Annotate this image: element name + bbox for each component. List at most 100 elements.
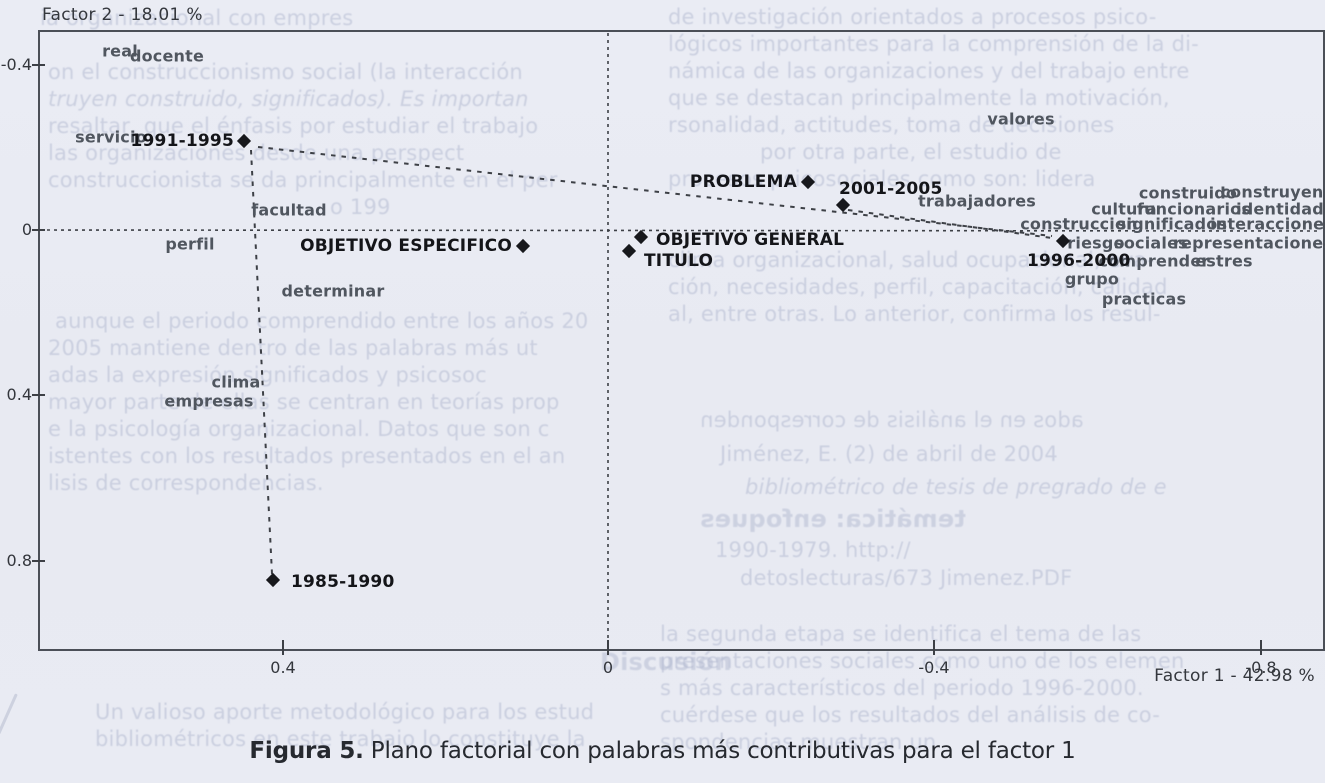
word-label: construido xyxy=(1138,183,1238,203)
data-point-label: 1985-1990 xyxy=(291,572,395,592)
word-label: determinar xyxy=(281,281,385,301)
ghost-text-line: ción, necesidades, perfil, capacitación,… xyxy=(668,275,1168,299)
data-point-diamond xyxy=(835,197,851,213)
word-label: facultad xyxy=(251,200,327,220)
x-tick-label: 0 xyxy=(602,658,614,677)
ghost-text-line: 2005 mantiene dentro de las palabras más… xyxy=(48,336,538,360)
ghost-text-line: Jiménez, E. (2) de abril de 2004 xyxy=(720,442,1058,466)
word-label: funcionarios xyxy=(1136,199,1252,219)
data-point-label: 1996-2000 xyxy=(1027,251,1131,271)
x-tick-label: -0.4 xyxy=(918,658,950,677)
x-tick-label: -0.8 xyxy=(1245,658,1277,677)
ghost-text-line: al, entre otras. Lo anterior, confirma l… xyxy=(668,302,1161,326)
word-label: estres xyxy=(1195,251,1253,271)
ghost-text-line: que se destacan principalmente la motiva… xyxy=(668,86,1170,110)
ghost-text-line: Un valioso aporte metodológico para los … xyxy=(95,700,595,724)
word-label: interacciones xyxy=(1210,214,1325,234)
data-point-label: 1991-1995 xyxy=(130,131,234,151)
ghost-text-line: s más característicos del periodo 1996-2… xyxy=(660,676,1144,700)
ghost-text-line: námica de las organizaciones y del traba… xyxy=(668,59,1190,83)
ghost-text-line: lisis de correspondencias. xyxy=(48,471,324,495)
data-point-label: OBJETIVO GENERAL xyxy=(656,230,845,250)
word-label: docente xyxy=(129,46,205,66)
x-axis-title: Factor 1 - 42.98 % xyxy=(1154,666,1315,686)
ghost-text-line: construccionista se da principalmente en… xyxy=(48,168,558,192)
ghost-text-line: aunque el periodo comprendido entre los … xyxy=(55,309,589,333)
word-label: cultura xyxy=(1091,199,1157,219)
ghost-text-line: bibliométrico de tesis de pregrado de e xyxy=(745,475,1167,499)
ghost-text-line: resaltar, que el énfasis por estudiar el… xyxy=(48,114,539,138)
word-label: construccion xyxy=(1020,214,1138,234)
ghost-text-line: spondencias muestran un xyxy=(660,730,937,754)
word-label: comprender xyxy=(1098,251,1210,271)
data-point-diamond xyxy=(1055,233,1071,249)
word-label: identidad xyxy=(1236,199,1324,219)
ghost-text-line: rsonalidad, actitudes, toma de decisione… xyxy=(668,113,1115,137)
word-label: sociales xyxy=(1114,233,1188,253)
ghost-text-line: truyen construido, significados). Es imp… xyxy=(48,87,529,111)
y-tick-label: 0.8 xyxy=(6,551,32,570)
data-point-label: PROBLEMA xyxy=(689,172,797,192)
ghost-text-line: bibliométricos en este trabajo lo consti… xyxy=(95,727,586,751)
word-label: trabajadores xyxy=(918,191,1036,211)
x-tick-label: 0.4 xyxy=(270,658,296,677)
data-point-label: OBJETIVO ESPECIFICO xyxy=(300,236,512,256)
y-axis-title: Factor 2 - 18.01 % xyxy=(42,5,203,25)
word-label: grupo xyxy=(1064,269,1120,289)
word-label: valores xyxy=(987,109,1055,129)
ghost-text-line: por otra parte, el estudio de xyxy=(760,140,1062,164)
y-tick-label: -0.4 xyxy=(0,55,32,74)
data-point-diamond xyxy=(265,572,281,588)
ghost-text-line: presentaciones sociales como uno de los … xyxy=(660,649,1185,673)
plot-border xyxy=(38,30,1325,651)
ghost-text-line: ia organizacional con empres xyxy=(40,6,354,30)
ghost-text-line: 1990-1979. http:// xyxy=(715,538,911,562)
figure-caption-number: Figura 5. xyxy=(249,738,364,764)
word-label: significados xyxy=(1116,214,1228,234)
ghost-text-line: la segunda etapa se identifica el tema d… xyxy=(660,622,1142,646)
figure-caption-text: Plano factorial con palabras más contrib… xyxy=(363,738,1076,764)
word-label: empresas xyxy=(164,391,254,411)
data-point-diamond xyxy=(236,133,252,149)
y-tick-label: 0.4 xyxy=(6,385,32,404)
data-point-diamond xyxy=(621,243,637,259)
ghost-text-line: e la psicología organizacional. Datos qu… xyxy=(48,417,550,441)
period-trajectory-line xyxy=(250,149,273,575)
word-label: servicio xyxy=(75,127,147,147)
data-point-label: 2001-2005 xyxy=(839,179,943,199)
word-label: real xyxy=(102,41,138,61)
ghost-text-line: las organizaciones desde una perspect xyxy=(48,141,465,165)
data-point-diamond xyxy=(633,229,649,245)
ghost-text-line: o 199 xyxy=(330,195,391,219)
ghost-text-line: lógicos importantes para la comprensión … xyxy=(668,32,1199,56)
period-trajectory-line xyxy=(257,146,1053,237)
ghost-text-line: istentes con los resultados presentados … xyxy=(48,444,566,468)
period-trajectory-line xyxy=(847,209,1053,239)
word-label: representaciones xyxy=(1172,233,1325,253)
ghost-text-line: cuérdese que los resultados del análisis… xyxy=(660,703,1160,727)
data-point-diamond xyxy=(515,238,531,254)
ghost-text-line: detoslecturas/673 Jimenez.PDF xyxy=(740,566,1073,590)
figure-caption: Figura 5. Plano factorial con palabras m… xyxy=(0,738,1325,764)
word-label: clima xyxy=(211,372,261,392)
ghost-text-line: Discusión xyxy=(600,648,732,676)
ghost-text-line: on el construccionismo social (la intera… xyxy=(48,60,523,84)
word-label: construyen xyxy=(1220,182,1324,202)
word-label: practicas xyxy=(1101,289,1187,309)
word-label: riesgo xyxy=(1067,233,1125,253)
ghost-text-line: clima organizacional, salud ocupacional,… xyxy=(668,248,1155,272)
ghost-text-line: adas la expresión significados y psicoso… xyxy=(48,363,487,387)
data-point-label: TITULO xyxy=(644,251,714,271)
data-point-diamond xyxy=(800,174,816,190)
y-tick-label: 0 xyxy=(21,220,32,239)
zero-axis-dashed-line xyxy=(39,229,1320,232)
word-label: perfil xyxy=(165,234,215,254)
ghost-text-line: mayor parte de ellas se centran en teorí… xyxy=(48,390,560,414)
ghost-text-line: de investigación orientados a procesos p… xyxy=(668,5,1157,29)
